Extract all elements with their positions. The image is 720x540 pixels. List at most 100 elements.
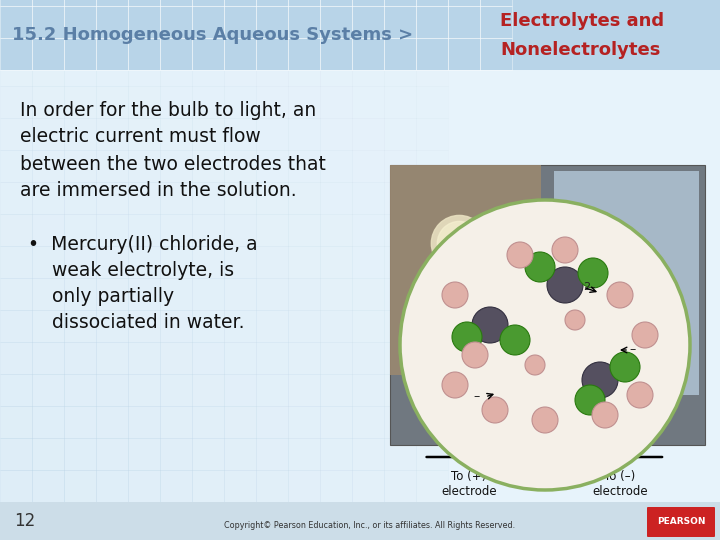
- Bar: [160, 278, 192, 310]
- Bar: [416, 438, 448, 470]
- Text: 12: 12: [14, 512, 35, 530]
- Bar: [128, 310, 160, 342]
- Bar: [224, 278, 256, 310]
- Bar: [352, 214, 384, 246]
- Bar: [288, 310, 320, 342]
- Bar: [288, 278, 320, 310]
- Bar: [192, 6, 224, 38]
- Bar: [160, 374, 192, 406]
- Bar: [64, 438, 96, 470]
- Bar: [384, 38, 416, 70]
- Bar: [64, 246, 96, 278]
- Bar: [64, 54, 96, 86]
- Circle shape: [525, 252, 555, 282]
- Bar: [384, 406, 416, 438]
- Circle shape: [442, 282, 468, 308]
- Bar: [32, 470, 64, 502]
- Bar: [32, 310, 64, 342]
- Bar: [416, 118, 448, 150]
- Bar: [288, 0, 320, 6]
- Bar: [96, 438, 128, 470]
- Bar: [384, 246, 416, 278]
- Bar: [32, 22, 64, 54]
- Bar: [224, 54, 256, 86]
- Bar: [192, 38, 224, 70]
- Bar: [448, 6, 480, 38]
- Bar: [480, 6, 512, 38]
- Bar: [32, 438, 64, 470]
- Bar: [160, 342, 192, 374]
- Bar: [224, 0, 256, 22]
- Bar: [554, 171, 698, 395]
- Bar: [128, 470, 160, 502]
- Bar: [352, 374, 384, 406]
- Bar: [192, 22, 224, 54]
- Bar: [128, 214, 160, 246]
- Bar: [320, 214, 352, 246]
- Bar: [192, 438, 224, 470]
- Bar: [64, 6, 96, 38]
- Bar: [32, 278, 64, 310]
- Bar: [352, 150, 384, 182]
- Bar: [0, 310, 32, 342]
- Bar: [192, 374, 224, 406]
- Bar: [416, 38, 448, 70]
- Bar: [352, 6, 384, 38]
- Text: To (+)
electrode: To (+) electrode: [441, 470, 497, 498]
- Circle shape: [607, 282, 633, 308]
- Bar: [96, 0, 128, 22]
- Bar: [320, 278, 352, 310]
- Bar: [384, 54, 416, 86]
- Bar: [0, 86, 32, 118]
- Bar: [256, 438, 288, 470]
- Bar: [64, 118, 96, 150]
- Circle shape: [547, 267, 583, 303]
- Bar: [64, 150, 96, 182]
- Bar: [384, 0, 416, 6]
- Bar: [352, 342, 384, 374]
- Bar: [390, 165, 541, 375]
- Bar: [160, 118, 192, 150]
- Bar: [64, 374, 96, 406]
- Bar: [416, 182, 448, 214]
- Bar: [160, 0, 192, 22]
- Bar: [96, 470, 128, 502]
- Bar: [32, 38, 64, 70]
- Bar: [32, 0, 64, 22]
- Bar: [192, 278, 224, 310]
- Bar: [128, 6, 160, 38]
- Bar: [384, 278, 416, 310]
- Bar: [320, 54, 352, 86]
- Circle shape: [507, 242, 533, 268]
- Bar: [0, 214, 32, 246]
- Bar: [0, 6, 32, 38]
- Bar: [384, 214, 416, 246]
- Bar: [0, 0, 720, 70]
- Circle shape: [532, 407, 558, 433]
- Bar: [192, 86, 224, 118]
- Bar: [384, 86, 416, 118]
- Bar: [480, 0, 512, 6]
- Bar: [0, 0, 32, 6]
- Bar: [352, 406, 384, 438]
- Circle shape: [462, 342, 488, 368]
- Bar: [160, 214, 192, 246]
- Bar: [320, 438, 352, 470]
- Bar: [128, 38, 160, 70]
- Bar: [96, 86, 128, 118]
- Bar: [224, 150, 256, 182]
- Bar: [288, 38, 320, 70]
- Bar: [96, 118, 128, 150]
- Bar: [192, 246, 224, 278]
- Bar: [320, 0, 352, 6]
- Bar: [288, 438, 320, 470]
- Bar: [320, 310, 352, 342]
- Bar: [192, 150, 224, 182]
- Circle shape: [500, 325, 530, 355]
- Bar: [64, 0, 96, 6]
- Bar: [416, 150, 448, 182]
- Bar: [384, 310, 416, 342]
- Bar: [224, 6, 256, 38]
- Circle shape: [578, 258, 608, 288]
- Bar: [128, 0, 160, 6]
